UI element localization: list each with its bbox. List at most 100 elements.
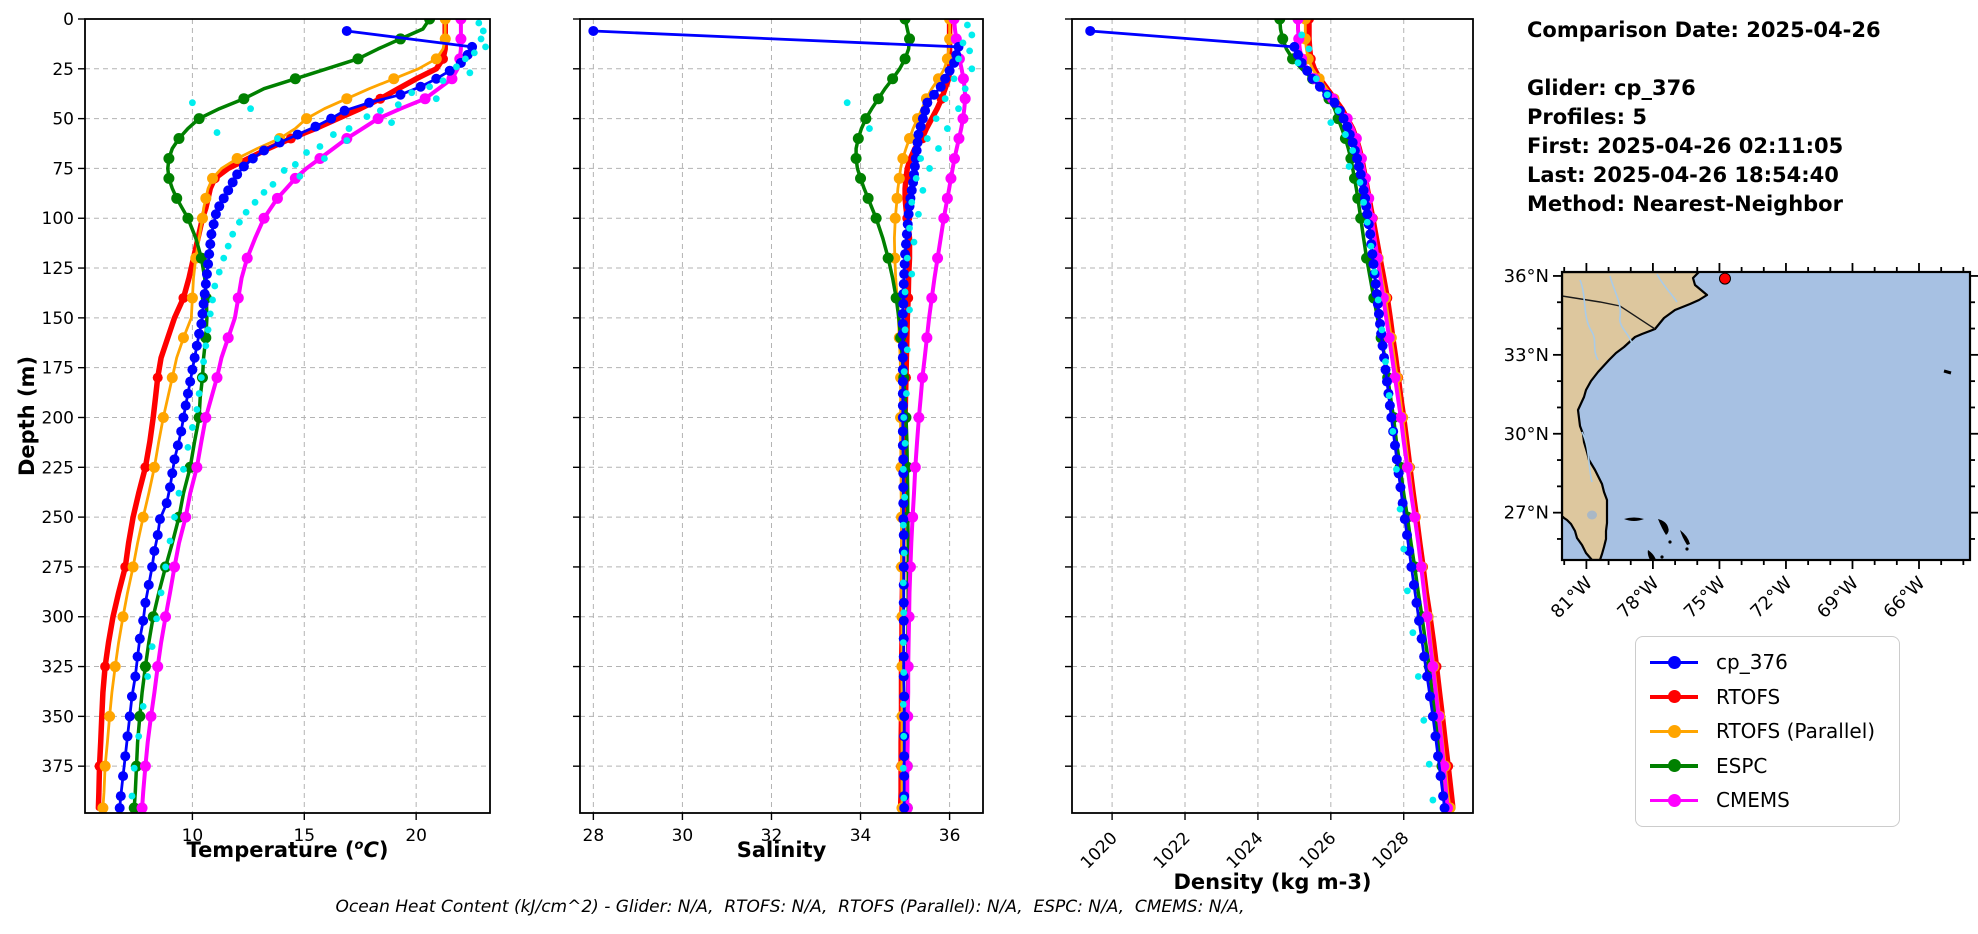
temperature-profile-glider-observations	[128, 19, 489, 800]
bahamas-islands	[1624, 517, 1690, 560]
svg-text:69°W: 69°W	[1813, 573, 1863, 623]
svg-text:250: 250	[42, 508, 74, 528]
svg-text:28: 28	[583, 826, 605, 846]
density-axis-label: Density (kg m-3)	[1173, 870, 1372, 894]
svg-text:25: 25	[52, 60, 74, 80]
svg-text:0: 0	[63, 10, 74, 30]
svg-text:1020: 1020	[1077, 828, 1122, 873]
salinity-profile-x-ticks: 28 30 32 34 36	[583, 813, 961, 846]
legend-line-sample	[1650, 655, 1698, 669]
glider-position-marker	[1718, 272, 1731, 285]
legend-marker-sample	[1667, 690, 1681, 704]
legend-item-cmems: CMEMS	[1636, 783, 1899, 818]
svg-text:225: 225	[42, 458, 74, 478]
map-ticks	[1553, 263, 1978, 569]
info-line	[1527, 45, 1881, 74]
density-profile-series-cp-376	[1085, 25, 1450, 813]
location-map: 36°N 33°N 30°N 27°N 81°W 78°W 75°W 72°W 69°W 66°W	[1504, 263, 1978, 623]
temperature-profile-series-espc	[128, 19, 436, 813]
temperature-axis-label-close: )	[378, 838, 389, 862]
svg-text:1024: 1024	[1223, 828, 1268, 873]
legend-line-sample	[1650, 690, 1698, 704]
svg-text:75: 75	[52, 159, 74, 179]
svg-text:15: 15	[293, 826, 315, 846]
density-profile-panel: 1020 1022 1024 1026 1028	[1065, 18, 1474, 873]
legend-marker-sample	[1667, 724, 1681, 738]
comparison-info-block: Comparison Date: 2025-04-26 Glider: cp_3…	[1527, 16, 1881, 219]
lake-okeechobee	[1587, 510, 1597, 520]
legend-marker-sample	[1667, 759, 1681, 773]
svg-text:350: 350	[42, 707, 74, 727]
svg-text:50: 50	[52, 110, 74, 130]
svg-text:32: 32	[761, 826, 783, 846]
legend: cp_376 RTOFS RTOFS (Parallel) ESPC CMEMS	[1635, 636, 1900, 827]
svg-text:36: 36	[939, 826, 961, 846]
svg-text:33°N: 33°N	[1504, 345, 1549, 366]
svg-text:36°N: 36°N	[1504, 266, 1549, 287]
legend-label: RTOFS (Parallel)	[1716, 719, 1876, 744]
temperature-profile-x-ticks: 10 15 20	[182, 813, 427, 846]
svg-text:81°W: 81°W	[1547, 573, 1597, 623]
legend-marker-sample	[1667, 655, 1681, 669]
svg-text:78°W: 78°W	[1613, 573, 1663, 623]
legend-line-sample	[1650, 793, 1698, 807]
info-line: Last: 2025-04-26 18:54:40	[1527, 163, 1839, 187]
svg-text:34: 34	[850, 826, 872, 846]
temperature-profile-series-cp-376	[114, 25, 478, 813]
temperature-profile-panel: 10 15 200255075100125150175200225250275300…	[42, 10, 491, 846]
legend-line-sample	[1650, 724, 1698, 738]
salinity-profile-series	[588, 19, 976, 813]
density-profile-x-ticks: 1020 1022 1024 1026 1028	[1077, 813, 1413, 873]
map-frame	[1560, 270, 1972, 562]
temperature-axis-label-unit: C	[363, 838, 379, 862]
temperature-axis-label-text: Temperature (	[186, 838, 355, 862]
bermuda-island	[1943, 369, 1952, 375]
svg-text:75°W: 75°W	[1680, 573, 1730, 623]
svg-text:150: 150	[42, 309, 74, 329]
svg-text:375: 375	[42, 757, 74, 777]
info-line: Comparison Date: 2025-04-26	[1527, 18, 1881, 42]
temperature-profile-series	[94, 19, 489, 813]
svg-text:175: 175	[42, 359, 74, 379]
legend-item-rtofs: RTOFS	[1636, 680, 1899, 715]
svg-text:30°N: 30°N	[1504, 424, 1549, 445]
state-border-line	[1562, 295, 1656, 330]
salinity-axis-label: Salinity	[736, 838, 827, 862]
svg-text:72°W: 72°W	[1746, 573, 1796, 623]
ocean-heat-content-caption: Ocean Heat Content (kJ/cm^2) - Glider: N…	[335, 897, 1245, 917]
temperature-axis-label-sup: o	[354, 838, 364, 853]
legend-label: CMEMS	[1716, 788, 1790, 813]
svg-text:1028: 1028	[1369, 828, 1414, 873]
density-profile-series	[1085, 19, 1456, 813]
legend-label: RTOFS	[1716, 684, 1781, 709]
legend-item-espc: ESPC	[1636, 749, 1899, 784]
svg-text:125: 125	[42, 259, 74, 279]
legend-label: ESPC	[1716, 753, 1768, 778]
temperature-profile-axes-frame	[84, 18, 491, 814]
svg-text:200: 200	[42, 408, 74, 428]
legend-line-sample	[1650, 759, 1698, 773]
density-profile-y-ticks	[1065, 18, 1072, 767]
temperature-profile-series-rtofs	[94, 19, 451, 811]
temperature-axis-label: Temperature (oC)	[85, 838, 490, 862]
density-profile-axes-frame	[1071, 18, 1474, 814]
temperature-profile-series-cmems	[136, 19, 467, 813]
svg-text:30: 30	[672, 826, 694, 846]
salinity-profile-panel: 28 30 32 34 36	[573, 18, 984, 846]
legend-marker-sample	[1667, 793, 1681, 807]
svg-text:275: 275	[42, 558, 74, 578]
svg-text:300: 300	[42, 608, 74, 628]
salinity-profile-glider-observations	[843, 21, 976, 802]
density-profile-series-espc	[1274, 19, 1453, 813]
temperature-profile-y-ticks: 0 25 50 75 100 125 150 175 200 225 250 275 300 325 350…	[42, 10, 85, 777]
legend-item-rtofs-parallel-: RTOFS (Parallel)	[1636, 714, 1899, 749]
salinity-profile-y-ticks	[573, 18, 580, 767]
info-line: Method: Nearest-Neighbor	[1527, 192, 1843, 216]
svg-text:100: 100	[42, 209, 74, 229]
density-profile-glider-observations	[1294, 31, 1437, 804]
info-line: First: 2025-04-26 02:11:05	[1527, 134, 1844, 158]
salinity-profile-axes-frame	[579, 18, 984, 814]
density-profile-grid	[1072, 18, 1473, 813]
svg-text:20: 20	[405, 826, 427, 846]
